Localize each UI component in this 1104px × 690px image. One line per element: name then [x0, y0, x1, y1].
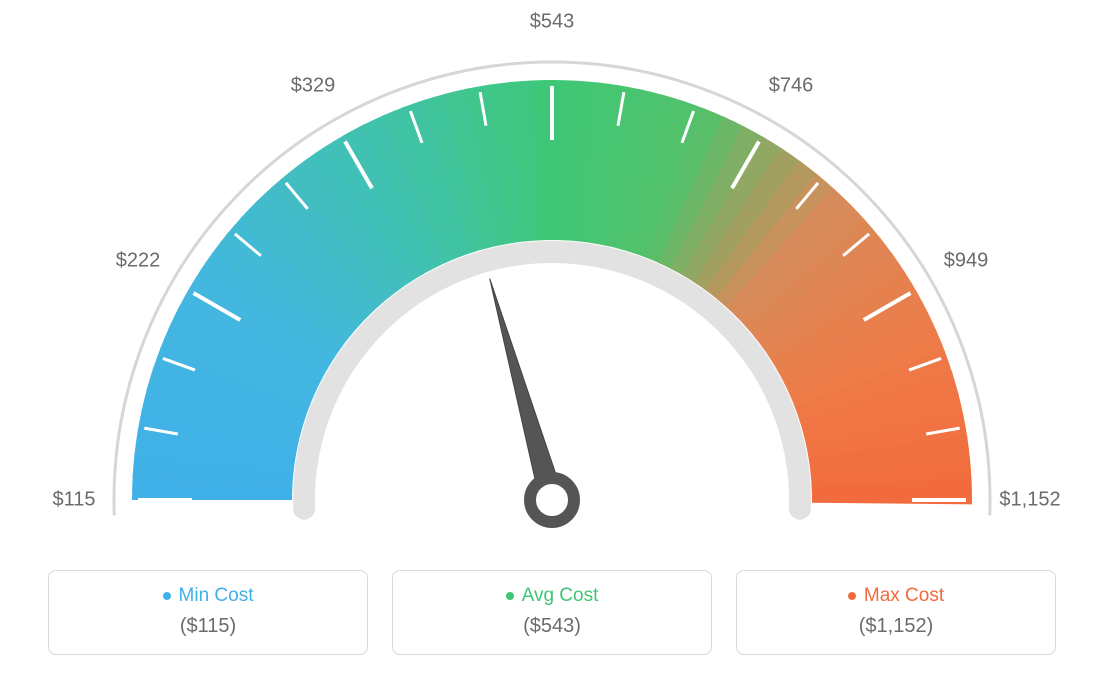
legend-label-avg: Avg Cost [522, 585, 599, 607]
gauge-svg [40, 20, 1064, 560]
legend-dot-max-icon [848, 592, 856, 600]
legend-box-avg: Avg Cost ($543) [392, 570, 712, 655]
legend-dot-avg-icon [506, 592, 514, 600]
legend-title-avg: Avg Cost [506, 585, 599, 607]
legend-box-min: Min Cost ($115) [48, 570, 368, 655]
tick-label: $1,152 [999, 489, 1060, 512]
tick-label: $115 [52, 489, 95, 512]
tick-label: $543 [530, 11, 575, 34]
gauge-group [114, 62, 990, 522]
legend-label-min: Min Cost [179, 585, 254, 607]
legend-label-max: Max Cost [864, 585, 944, 607]
tick-label: $949 [944, 250, 989, 273]
gauge-chart-container: $115 $222 $329 $543 $746 $949 $1,152 Min Cost … [0, 0, 1104, 690]
legend-title-min: Min Cost [163, 585, 254, 607]
tick-label: $746 [769, 75, 814, 98]
tick-label: $222 [116, 250, 161, 273]
legend-value-min: ($115) [67, 615, 349, 638]
legend-box-max: Max Cost ($1,152) [736, 570, 1056, 655]
legend-title-max: Max Cost [848, 585, 944, 607]
legend-value-max: ($1,152) [755, 615, 1037, 638]
legend-dot-min-icon [163, 592, 171, 600]
gauge-area: $115$222$329$543$746$949$1,152 [40, 20, 1064, 560]
legend-value-avg: ($543) [411, 615, 693, 638]
tick-label: $329 [291, 75, 336, 98]
legend-row: Min Cost ($115) Avg Cost ($543) Max Cost… [40, 570, 1064, 655]
